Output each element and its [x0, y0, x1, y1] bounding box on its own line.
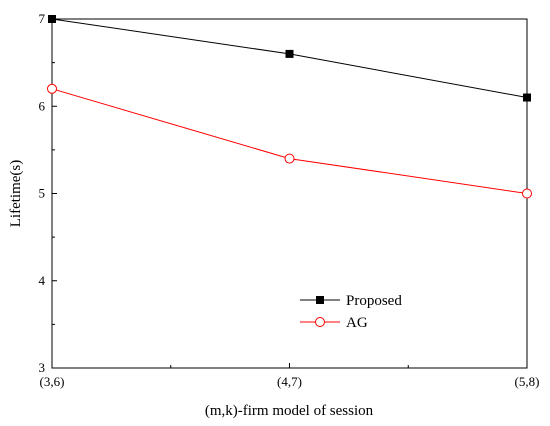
- legend: Proposed AG: [300, 293, 402, 331]
- data-point-ag: [47, 83, 57, 94]
- x-axis: (3,6) (4,7) (5,8): [40, 363, 540, 389]
- data-point-proposed: [48, 15, 56, 23]
- x-tick-label: (3,6): [40, 374, 65, 389]
- x-tick-label: (4,7): [277, 374, 302, 389]
- plot-frame: [51, 18, 528, 369]
- series-layer: [47, 15, 532, 199]
- y-axis-label: Lifetime(s): [8, 160, 24, 227]
- y-tick-label: 5: [39, 186, 46, 201]
- data-point-ag: [315, 317, 325, 327]
- y-tick-label: 6: [39, 98, 46, 113]
- x-tick-label: (5,8): [515, 374, 540, 389]
- data-point-ag: [522, 188, 532, 199]
- data-point-proposed: [523, 93, 531, 102]
- series-line-ag: [51, 88, 528, 194]
- series-line-proposed: [51, 18, 528, 99]
- x-axis-label: (m,k)-firm model of session: [205, 403, 374, 419]
- y-tick-label: 7: [39, 11, 46, 26]
- data-point-proposed: [285, 49, 294, 58]
- legend-label-proposed: Proposed: [346, 293, 402, 309]
- y-axis: 3 4 5 6 7: [39, 11, 57, 375]
- legend-label-ag: AG: [346, 315, 368, 331]
- data-point-proposed: [316, 296, 324, 304]
- data-point-ag: [284, 153, 295, 164]
- y-tick-label: 3: [39, 360, 46, 375]
- y-tick-label: 4: [39, 273, 46, 288]
